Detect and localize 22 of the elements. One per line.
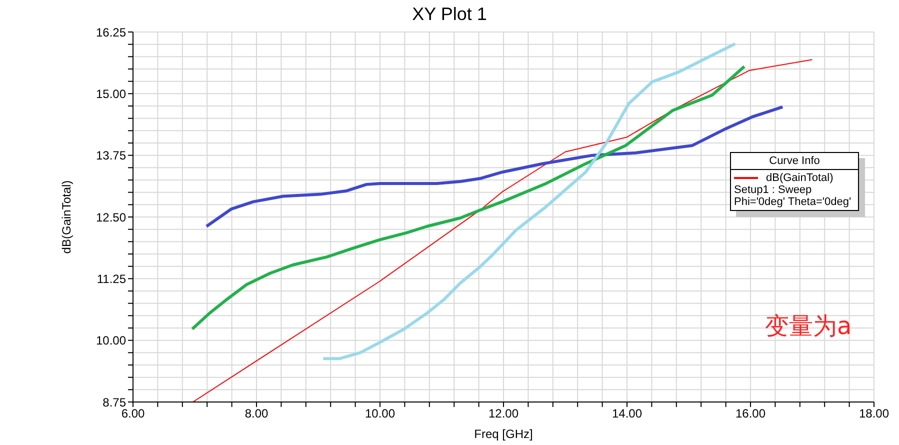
x-tick-label: 18.00 [858, 406, 890, 421]
x-axis-title: Freq [GHz] [474, 427, 533, 441]
y-axis-title: dB(GainTotal) [59, 180, 74, 254]
y-tick-label: 13.75 [96, 148, 126, 163]
legend-title: Curve Info [731, 153, 858, 170]
y-tick-label: 16.25 [96, 25, 126, 40]
y-tick-label: 12.50 [96, 210, 126, 224]
y-tick-label: 10.00 [96, 334, 126, 348]
x-tick-label: 12.00 [488, 406, 519, 421]
x-tick-label: 14.00 [612, 406, 642, 421]
y-tick-label: 8.75 [102, 395, 126, 410]
y-tick-label: 11.25 [96, 272, 126, 286]
x-tick-label: 10.00 [364, 406, 396, 421]
chart-title: XY Plot 1 [411, 4, 488, 25]
y-tick-label: 15.00 [96, 86, 126, 101]
annotation: 变量为a [765, 311, 852, 342]
x-tick-label: 16.00 [735, 406, 766, 421]
annotation: Setup1 : Sweep [734, 184, 813, 196]
annotation: Phi='0deg' Theta='0deg' [734, 196, 852, 208]
x-tick-label: 8.00 [244, 406, 268, 421]
x-tick-label: 6.00 [121, 406, 145, 421]
legend-label: dB(GainTotal) [766, 172, 834, 184]
